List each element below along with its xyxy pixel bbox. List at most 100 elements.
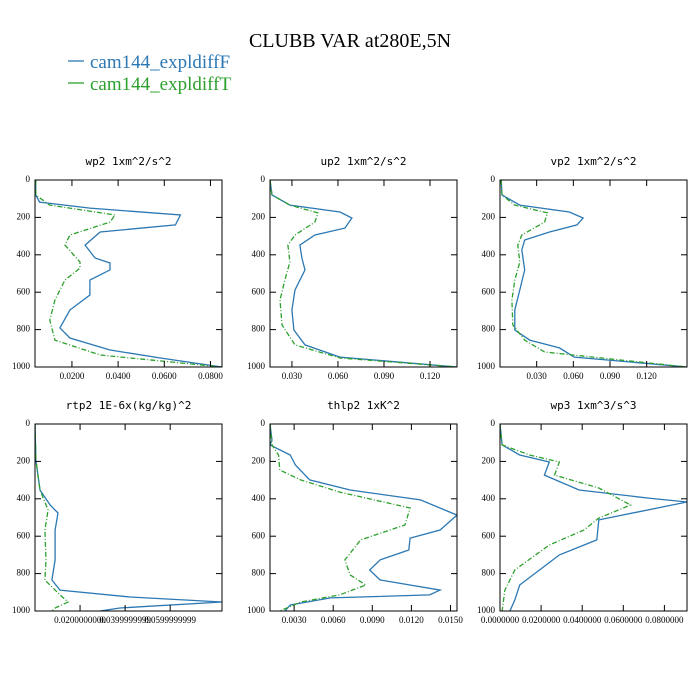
panel-title: wp3 1xm^3/s^3 bbox=[550, 399, 636, 412]
y-tick-label: 400 bbox=[17, 493, 31, 503]
x-tick-label: 0.0399999999 bbox=[99, 615, 151, 625]
y-tick-label: 1000 bbox=[477, 361, 496, 371]
plot-area bbox=[270, 424, 457, 611]
x-tick-label: 0.0000000 bbox=[481, 615, 520, 625]
y-tick-label: 400 bbox=[482, 493, 496, 503]
y-tick-label: 0 bbox=[491, 418, 496, 428]
plot-frame bbox=[269, 423, 458, 612]
y-tick-label: 200 bbox=[252, 455, 266, 465]
x-tick-label: 0.0400 bbox=[106, 371, 131, 381]
data-line bbox=[35, 424, 222, 611]
y-tick-label: 200 bbox=[17, 455, 31, 465]
y-tick-label: 1000 bbox=[247, 605, 266, 615]
y-tick-label: 600 bbox=[252, 530, 266, 540]
plot-frame bbox=[499, 423, 688, 612]
y-tick-label: 400 bbox=[252, 249, 266, 259]
y-tick-label: 200 bbox=[482, 455, 496, 465]
plot-area bbox=[35, 180, 222, 367]
data-line bbox=[500, 180, 687, 367]
data-line bbox=[35, 180, 222, 367]
figure-title: CLUBB VAR at280E,5N bbox=[249, 30, 451, 52]
x-tick-label: 0.0200000000 bbox=[54, 615, 106, 625]
x-tick-label: 0.0200 bbox=[60, 371, 85, 381]
y-tick-label: 0 bbox=[26, 418, 31, 428]
x-tick-label: 0.030 bbox=[282, 371, 303, 381]
x-tick-label: 0.0400000 bbox=[563, 615, 602, 625]
y-tick-label: 1000 bbox=[12, 361, 31, 371]
data-line bbox=[35, 180, 222, 367]
x-tick-label: 0.0090 bbox=[360, 615, 385, 625]
panel-title: wp2 1xm^2/s^2 bbox=[85, 155, 171, 168]
y-tick-label: 1000 bbox=[477, 605, 496, 615]
y-tick-label: 200 bbox=[482, 211, 496, 221]
x-tick-label: 0.0060 bbox=[321, 615, 346, 625]
x-tick-label: 0.090 bbox=[600, 371, 621, 381]
y-tick-label: 400 bbox=[17, 249, 31, 259]
y-tick-label: 1000 bbox=[247, 361, 266, 371]
panel: up2 1xm^2/s^2 0 200 400 600 800 1000 0.030 0.060… bbox=[247, 155, 458, 381]
data-line bbox=[270, 180, 457, 367]
y-tick-label: 800 bbox=[252, 324, 266, 334]
x-tick-label: 0.0200000 bbox=[522, 615, 561, 625]
y-tick-label: 200 bbox=[252, 211, 266, 221]
x-tick-label: 0.060 bbox=[328, 371, 349, 381]
y-tick-label: 0 bbox=[491, 174, 496, 184]
data-line bbox=[35, 424, 70, 611]
plot-area bbox=[35, 424, 222, 611]
plot-frame bbox=[34, 423, 223, 612]
legend-label: cam144_expldiffT bbox=[90, 74, 231, 95]
x-tick-label: 0.090 bbox=[374, 371, 395, 381]
x-tick-label: 0.060 bbox=[563, 371, 584, 381]
x-tick-label: 0.120 bbox=[420, 371, 441, 381]
panel-title: vp2 1xm^2/s^2 bbox=[550, 155, 636, 168]
panel: rtp2 1E-6x(kg/kg)^2 0 200 400 600 800 1000 0.02… bbox=[12, 399, 223, 625]
y-tick-label: 400 bbox=[252, 493, 266, 503]
panel-title: up2 1xm^2/s^2 bbox=[320, 155, 406, 168]
panel-title: rtp2 1E-6x(kg/kg)^2 bbox=[66, 399, 192, 412]
data-line bbox=[270, 424, 411, 611]
panel: thlp2 1xK^2 0 200 400 600 800 1000 0.0030 0.0060… bbox=[247, 399, 463, 625]
panel-title: thlp2 1xK^2 bbox=[327, 399, 400, 412]
y-tick-label: 800 bbox=[482, 324, 496, 334]
y-tick-label: 0 bbox=[26, 174, 31, 184]
y-tick-label: 1000 bbox=[12, 605, 31, 615]
plot-frame bbox=[34, 179, 223, 368]
x-tick-label: 0.030 bbox=[527, 371, 548, 381]
x-tick-label: 0.0150 bbox=[438, 615, 463, 625]
y-tick-label: 600 bbox=[252, 286, 266, 296]
y-tick-label: 800 bbox=[17, 324, 31, 334]
plot-area bbox=[500, 180, 687, 367]
y-tick-label: 800 bbox=[17, 568, 31, 578]
x-tick-label: 0.0030 bbox=[282, 615, 307, 625]
y-tick-label: 600 bbox=[482, 286, 496, 296]
y-tick-label: 600 bbox=[17, 286, 31, 296]
plot-area bbox=[270, 180, 457, 367]
x-tick-label: 0.0800 bbox=[198, 371, 223, 381]
data-line bbox=[500, 424, 633, 611]
plot-frame bbox=[499, 179, 688, 368]
x-tick-label: 0.0600 bbox=[152, 371, 177, 381]
y-tick-label: 200 bbox=[17, 211, 31, 221]
x-tick-label: 0.0599999999 bbox=[144, 615, 196, 625]
data-line bbox=[500, 180, 687, 367]
panel: wp2 1xm^2/s^2 0 200 400 600 800 1000 0.0200 0.04… bbox=[12, 155, 223, 381]
plot-area bbox=[500, 424, 687, 611]
y-tick-label: 600 bbox=[17, 530, 31, 540]
legend: cam144_expldiffF cam144_expldiffT bbox=[68, 52, 231, 95]
x-tick-label: 0.120 bbox=[637, 371, 658, 381]
panel: vp2 1xm^2/s^2 0 200 400 600 800 1000 0.030 0.060… bbox=[477, 155, 688, 381]
data-line bbox=[270, 424, 457, 611]
x-tick-label: 0.0800000 bbox=[645, 615, 684, 625]
x-tick-label: 0.0600000 bbox=[604, 615, 643, 625]
y-tick-label: 0 bbox=[261, 174, 266, 184]
legend-label: cam144_expldiffF bbox=[90, 52, 230, 73]
data-line bbox=[270, 180, 457, 367]
plot-frame bbox=[269, 179, 458, 368]
y-tick-label: 400 bbox=[482, 249, 496, 259]
x-tick-label: 0.0120 bbox=[399, 615, 424, 625]
y-tick-label: 0 bbox=[261, 418, 266, 428]
y-tick-label: 800 bbox=[482, 568, 496, 578]
y-tick-label: 600 bbox=[482, 530, 496, 540]
